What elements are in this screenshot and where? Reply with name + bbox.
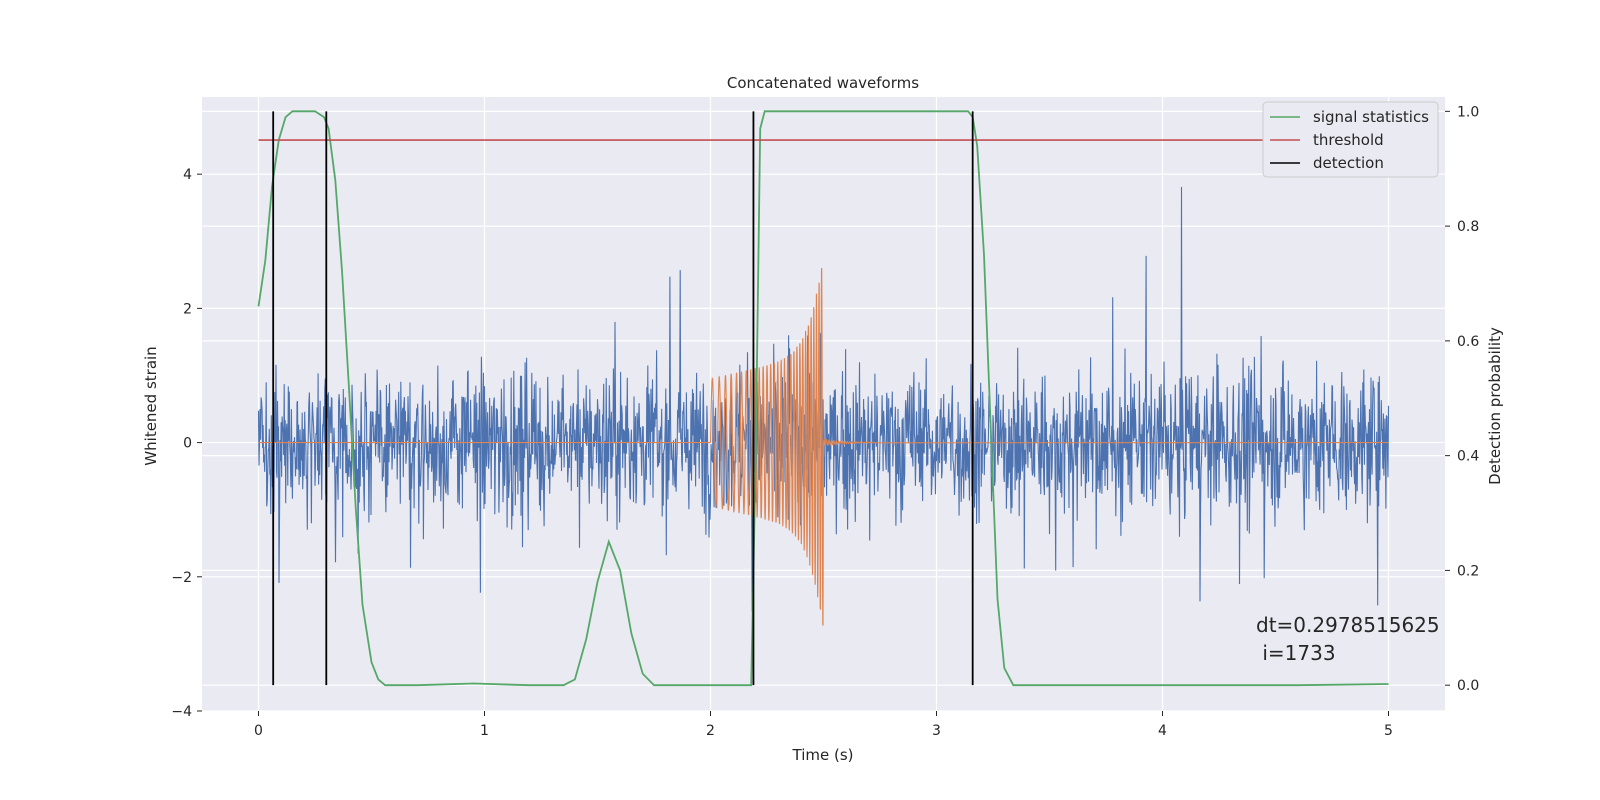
y2-tick-label: 0.0 [1457,678,1479,694]
y2-axis-label: Detection probability [1486,327,1504,485]
y2-tick-label: 0.6 [1457,334,1479,350]
x-tick-label: 4 [1158,723,1167,739]
x-tick-label: 0 [254,723,263,739]
y2-ticks: 0.0 0.2 0.4 0.6 0.8 1.0 [1445,104,1479,694]
chart-title: Concatenated waveforms [727,74,919,92]
signal-statistics-line [257,110,1389,687]
annotation-dt: dt=0.2978515625 [1256,613,1440,637]
y-ticks: −4 −2 0 2 4 [171,167,202,720]
legend-label-threshold: threshold [1313,131,1384,149]
x-axis-label: Time (s) [792,746,854,764]
y2-tick-label: 0.2 [1457,563,1479,579]
legend: signal statistics threshold detection [1262,101,1439,178]
x-ticks: 0 1 2 3 4 5 [254,711,1393,739]
x-tick-label: 1 [480,723,489,739]
y-tick-label: 2 [183,301,192,317]
x-tick-label: 3 [932,723,941,739]
x-tick-label: 2 [706,723,715,739]
legend-label-detection: detection [1313,154,1384,172]
y-tick-label: 4 [183,167,192,183]
y2-tick-label: 0.8 [1457,219,1479,235]
y-tick-label: 0 [183,436,192,452]
legend-label-signal-statistics: signal statistics [1313,108,1429,126]
signal-waveform-line [258,267,1389,626]
y-axis-label: Whitened strain [142,346,160,465]
y2-tick-label: 1.0 [1457,104,1479,120]
y-tick-label: −2 [171,570,192,586]
y2-tick-label: 0.4 [1457,449,1479,465]
traces [257,110,1390,687]
annotation-i: i=1733 [1256,641,1336,665]
x-tick-label: 5 [1384,723,1393,739]
legend-box [1262,101,1439,178]
y-tick-label: −4 [171,704,192,720]
